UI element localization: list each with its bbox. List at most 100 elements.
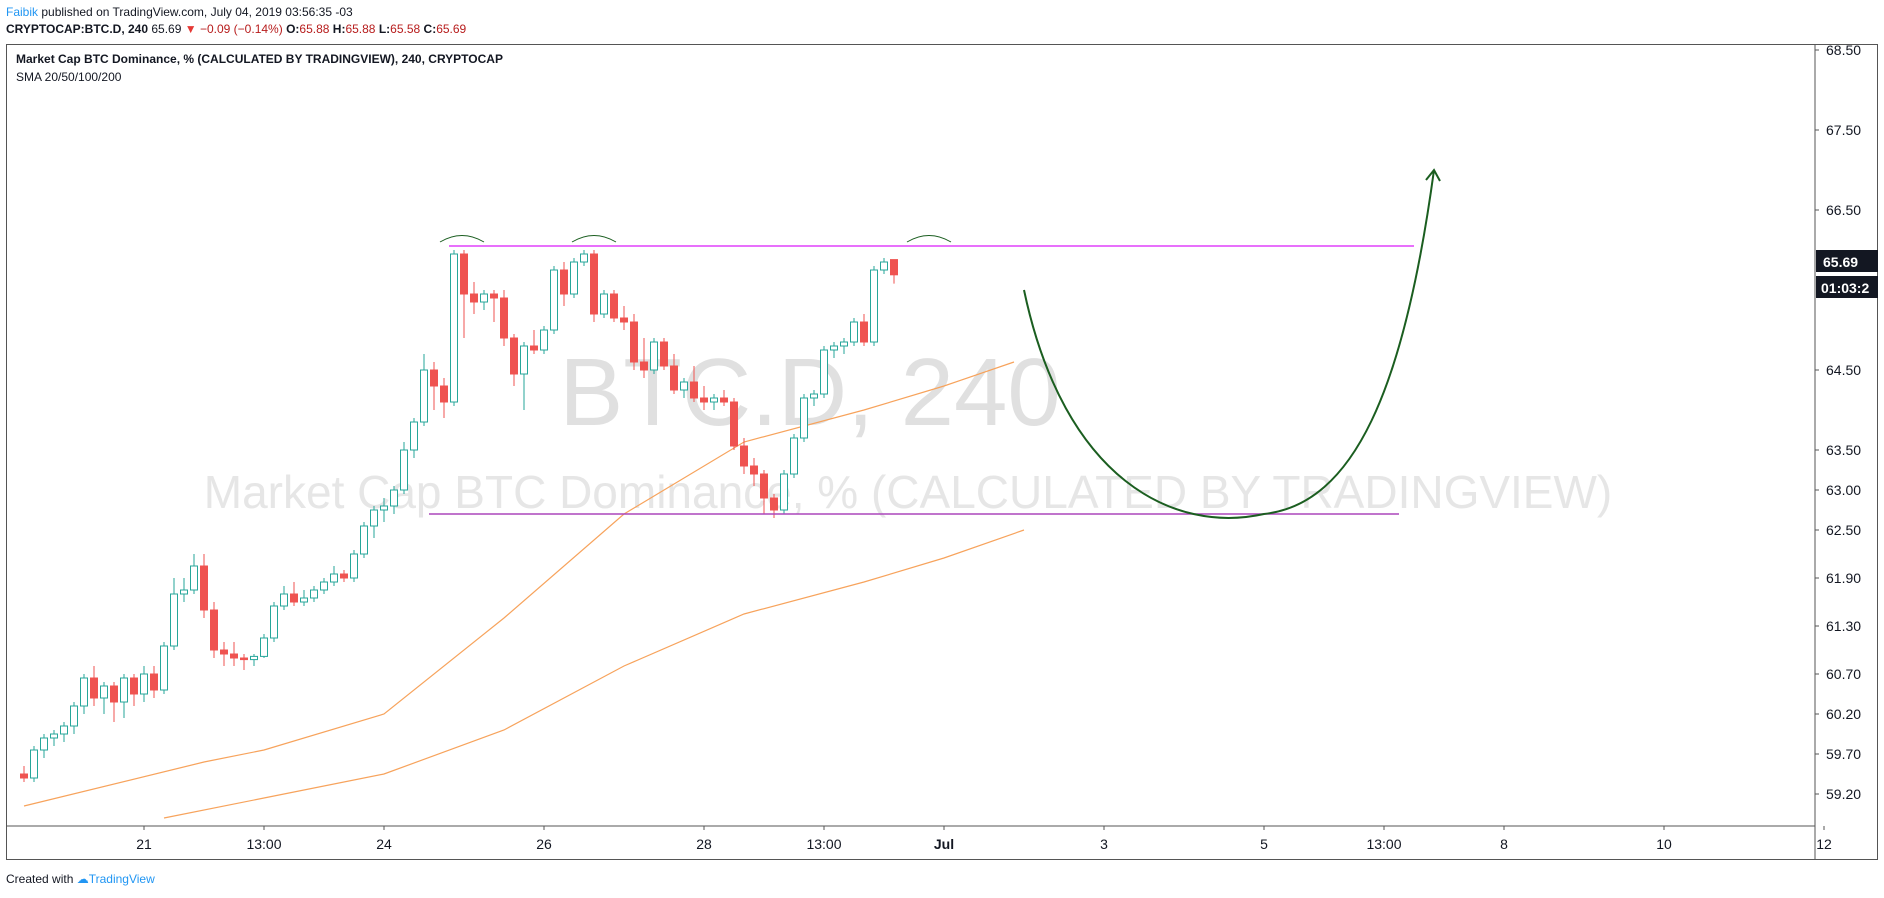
candle-up <box>650 341 658 371</box>
candle-up <box>360 525 368 555</box>
candle-down <box>430 369 438 387</box>
chart-title: Market Cap BTC Dominance, % (CALCULATED … <box>16 52 503 66</box>
candle-down <box>560 269 568 295</box>
down-triangle-icon: ▼ <box>184 22 197 36</box>
candle-up <box>810 393 818 399</box>
candle-up <box>580 253 588 263</box>
projection <box>1023 168 1441 519</box>
candle-up <box>410 421 418 451</box>
x-tick-label: 3 <box>1100 836 1108 852</box>
watermark-name: Market Cap BTC Dominance, % (CALCULATED … <box>204 466 1612 518</box>
candle-up <box>840 341 848 347</box>
x-tick-label: 13:00 <box>246 836 281 852</box>
y-tick-label: 67.50 <box>1826 122 1861 138</box>
candle-up <box>370 509 378 527</box>
candle-down <box>640 361 648 371</box>
candle-down <box>670 365 678 391</box>
x-tick-label: 12 <box>1816 836 1832 852</box>
candle-down <box>620 317 628 323</box>
candle-up <box>140 673 148 695</box>
candle-up <box>790 437 798 475</box>
candle-down <box>590 253 598 315</box>
tradingview-logo-icon[interactable]: ☁ <box>76 872 89 886</box>
y-tick-label: 66.50 <box>1826 202 1861 218</box>
candle-up <box>520 345 528 375</box>
price-badge-bg <box>1816 250 1878 272</box>
candle-down <box>700 397 708 403</box>
candle-down <box>90 677 98 699</box>
author-link[interactable]: Faibik <box>6 5 39 19</box>
candle-down <box>240 657 248 661</box>
candle-up <box>850 321 858 343</box>
peak-arc <box>439 235 485 243</box>
high-label: H: <box>332 22 346 36</box>
tradingview-link[interactable]: TradingView <box>88 872 155 886</box>
candle-up <box>800 397 808 439</box>
candle-down <box>530 345 538 351</box>
candle-up <box>830 345 838 351</box>
candle-up <box>820 349 828 395</box>
candle-up <box>120 677 128 703</box>
watermark: BTC.D, 240 Market Cap BTC Dominance, % (… <box>204 339 1612 518</box>
candle-down <box>220 649 228 655</box>
y-tick-label: 60.20 <box>1826 706 1861 722</box>
candle-up <box>260 637 268 657</box>
close-value: 65.69 <box>436 22 467 36</box>
price-badge-text: 65.69 <box>1823 254 1858 270</box>
candle-up <box>870 269 878 343</box>
candle-down <box>510 337 518 375</box>
time-axis[interactable]: 21 13:00 24 26 28 13:00 Jul 3 5 13:00 8 10 12 <box>136 826 1832 852</box>
low-value: 65.58 <box>390 22 421 36</box>
last-price: 65.69 <box>151 22 182 36</box>
countdown-badge-bg <box>1816 276 1878 298</box>
candle-up <box>390 489 398 507</box>
chart-frame <box>6 44 1878 860</box>
candle-up <box>320 581 328 591</box>
sma-lines <box>23 361 1025 819</box>
x-tick-label: 10 <box>1656 836 1672 852</box>
x-tick-label: 26 <box>536 836 552 852</box>
countdown-badge-text: 01:03:2 <box>1821 280 1869 296</box>
candle-up <box>170 593 178 647</box>
publish-date: published on TradingView.com, July 04, 2… <box>41 5 353 19</box>
candle-up <box>70 705 78 727</box>
candle-down <box>340 573 348 579</box>
candle-down <box>720 397 728 403</box>
y-tick-label: 59.70 <box>1826 746 1861 762</box>
candle-up <box>180 589 188 595</box>
candle-up <box>300 597 308 603</box>
candle-up <box>600 293 608 315</box>
candle-down <box>110 685 118 703</box>
candle-up <box>480 293 488 303</box>
candle-down <box>20 773 28 779</box>
candle-down <box>890 259 898 276</box>
y-tick-label: 61.30 <box>1826 618 1861 634</box>
price-axis[interactable]: 68.50 67.50 66.50 64.50 63.50 63.00 62.50 61.90… <box>1815 42 1861 802</box>
candle-down <box>210 609 218 651</box>
candle-up <box>100 685 108 699</box>
projection-arrowhead <box>1425 168 1441 182</box>
candle-up <box>190 565 198 591</box>
price-badge: 65.69 <box>1816 250 1878 272</box>
sma-fast-line <box>23 361 1015 807</box>
countdown-badge: 01:03:2 <box>1816 276 1878 298</box>
projection-curve <box>1023 169 1435 519</box>
created-with: Created with <box>6 872 74 886</box>
candle-down <box>690 381 698 399</box>
candle-up <box>40 737 48 751</box>
footer: Created with ☁TradingView <box>6 872 155 886</box>
sma-slow-line <box>163 529 1025 819</box>
high-value: 65.88 <box>345 22 376 36</box>
candle-up <box>50 733 58 739</box>
x-tick-label: 13:00 <box>806 836 841 852</box>
candle-down <box>290 593 298 603</box>
x-tick-label: 8 <box>1500 836 1508 852</box>
candle-down <box>770 497 778 511</box>
y-tick-label: 64.50 <box>1826 362 1861 378</box>
candle-up <box>250 655 258 661</box>
candle-down <box>500 297 508 339</box>
low-label: L: <box>378 22 391 36</box>
x-tick-label: 28 <box>696 836 712 852</box>
candle-up <box>60 725 68 735</box>
